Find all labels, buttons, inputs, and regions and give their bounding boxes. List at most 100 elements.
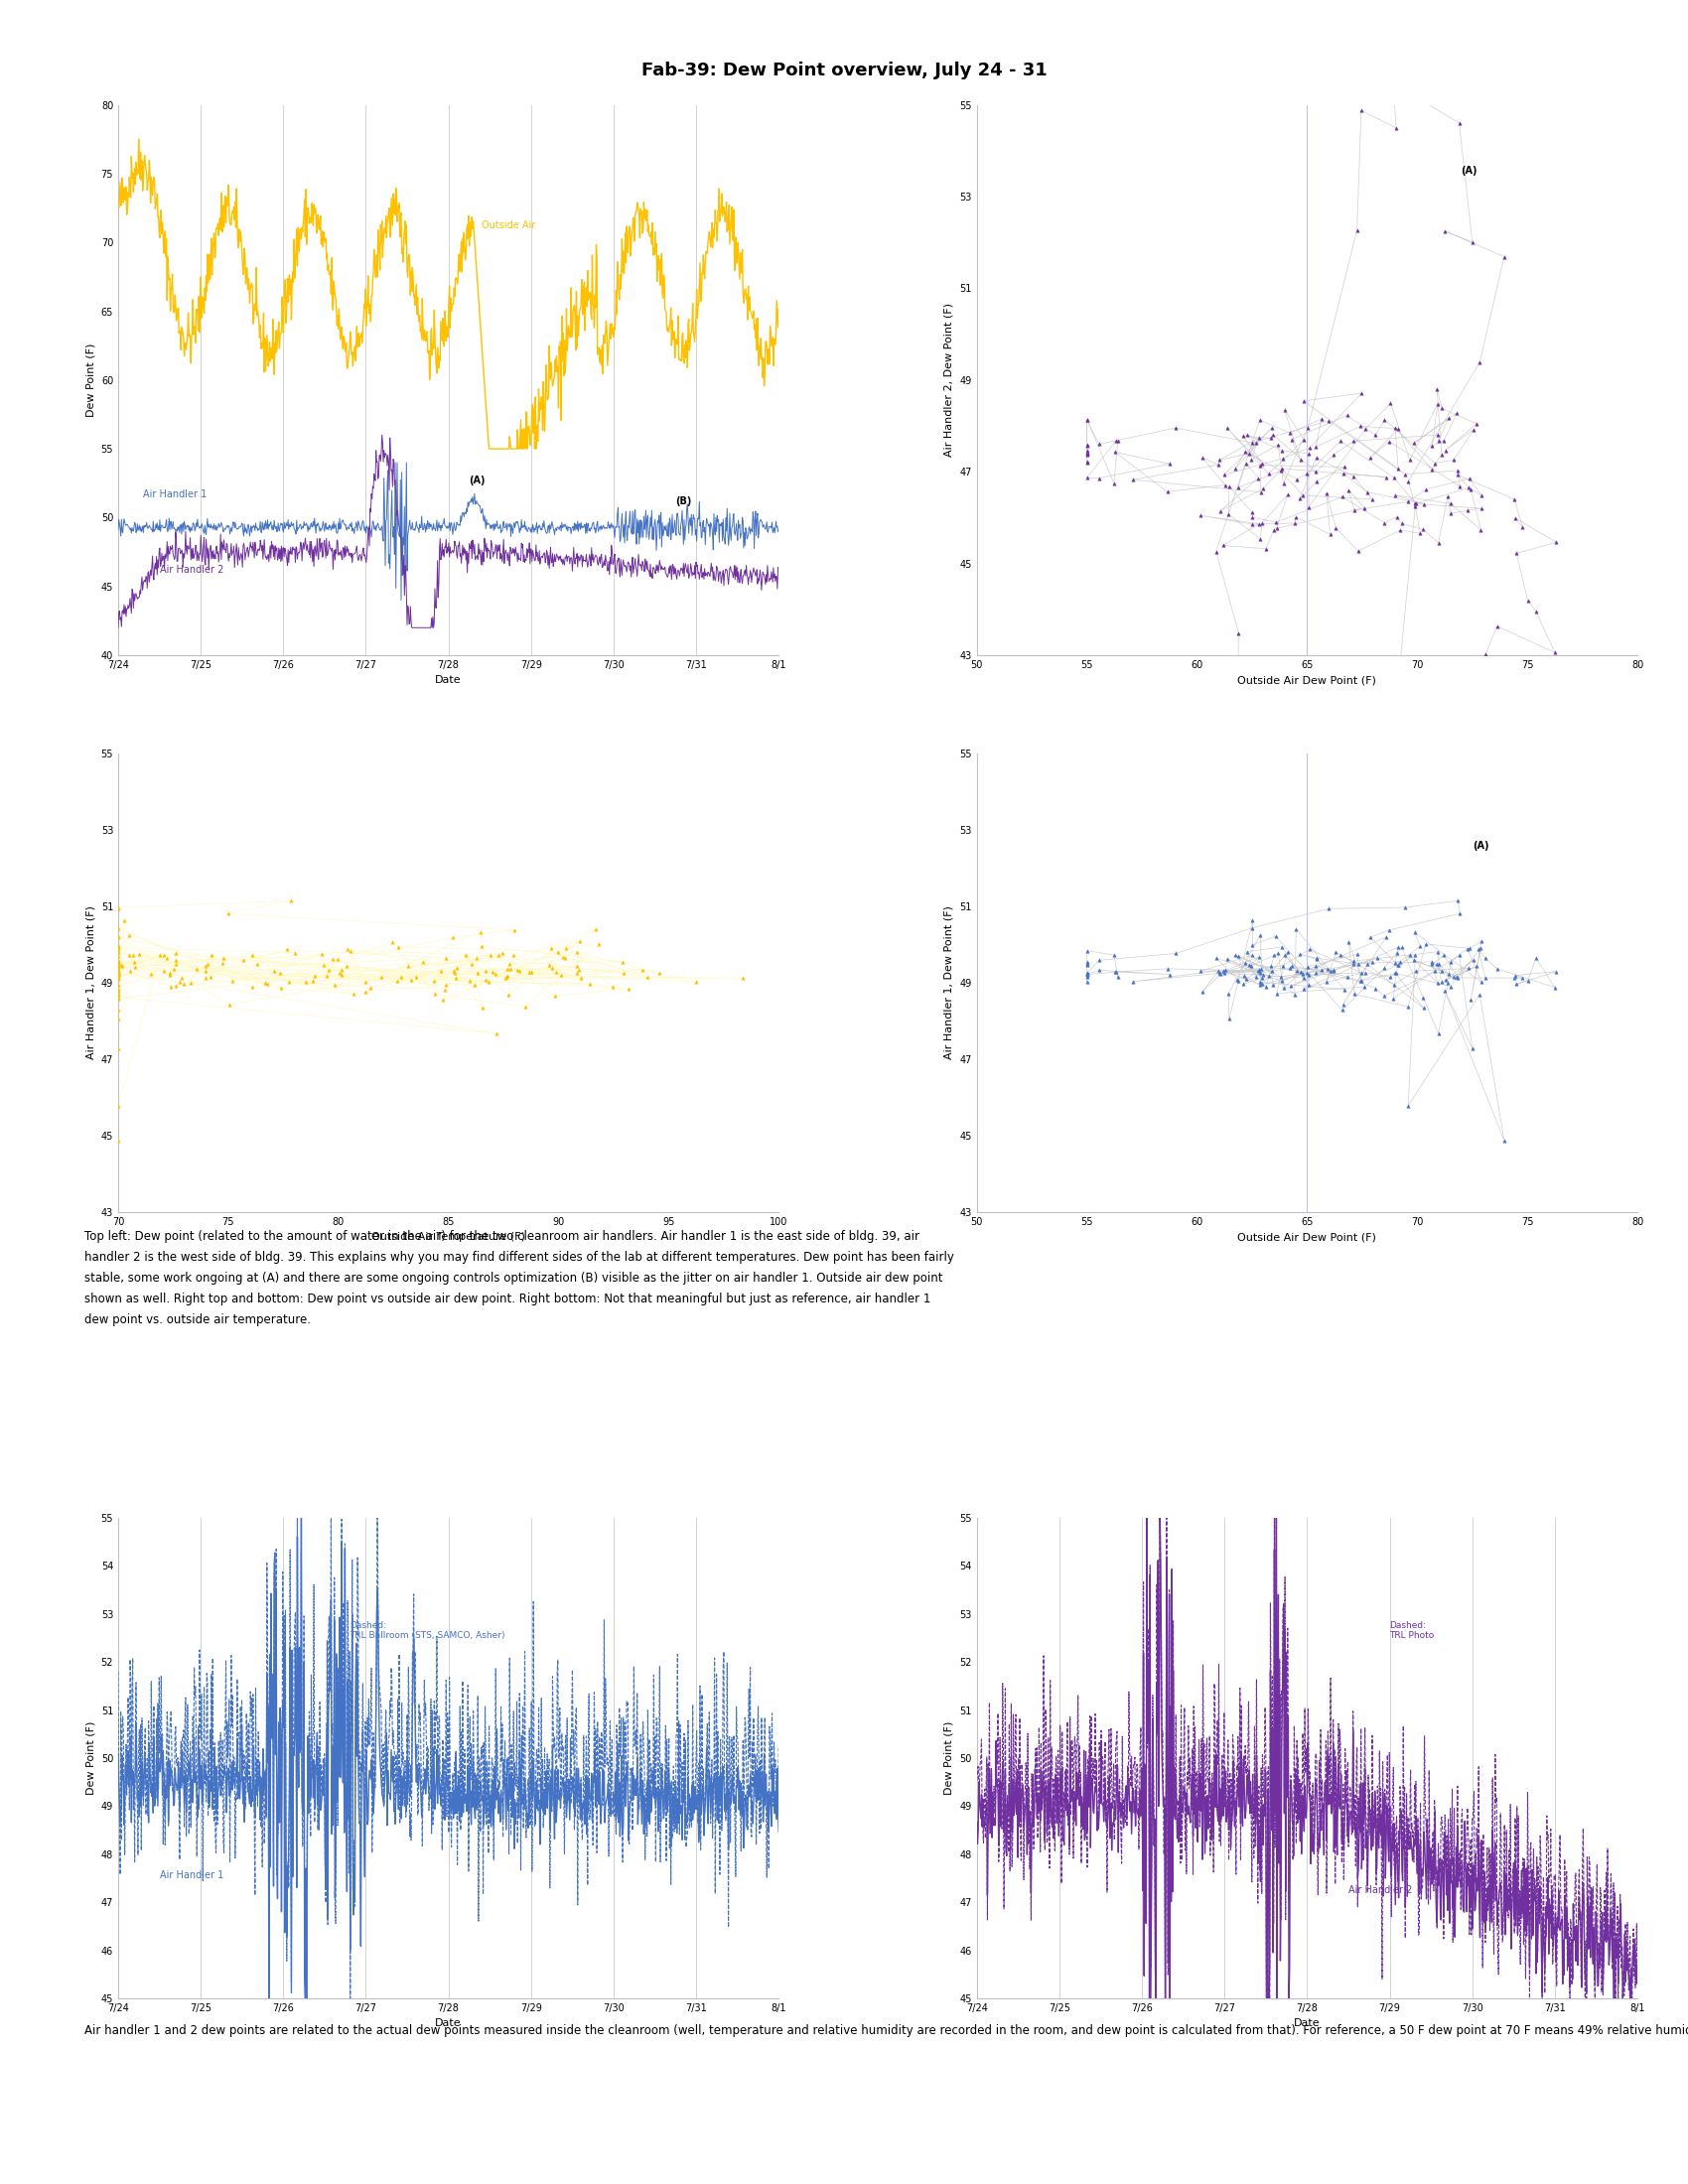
Point (1296, 933, 1323, 968)
Point (1344, 212, 1371, 247)
Point (1340, 976, 1367, 1011)
Point (1214, 411, 1241, 446)
Point (155, 957, 182, 992)
Point (1074, 402, 1101, 437)
Point (162, 946, 189, 981)
Point (1237, 948, 1264, 983)
Point (1234, 417, 1261, 452)
Point (1401, 937, 1428, 972)
Point (628, 952, 655, 987)
Point (1317, 954, 1344, 989)
Point (1541, 636, 1568, 670)
Point (1261, 937, 1288, 972)
Point (427, 954, 454, 989)
Point (1425, 946, 1452, 981)
Point (1469, 965, 1496, 1000)
Point (1332, 972, 1359, 1007)
Point (599, 970, 626, 1005)
Point (1268, 963, 1295, 998)
Point (1320, 684, 1347, 719)
Point (105, 939, 132, 974)
Point (311, 948, 338, 983)
Point (1418, 452, 1445, 487)
Point (105, 972, 132, 1007)
Point (495, 952, 522, 987)
Point (481, 957, 508, 992)
Point (469, 992, 496, 1026)
Point (1247, 474, 1274, 509)
Point (162, 970, 189, 1005)
Point (1421, 954, 1448, 989)
Point (729, 961, 756, 996)
Point (1249, 507, 1276, 542)
Point (1225, 939, 1252, 974)
Point (1303, 441, 1330, 476)
Point (1455, 461, 1482, 496)
Point (459, 946, 486, 981)
Point (1278, 970, 1305, 1005)
Text: Fab-39: Dew Point overview, July 24 - 31: Fab-39: Dew Point overview, July 24 - 31 (641, 61, 1047, 79)
Point (125, 937, 152, 972)
Point (1388, 930, 1415, 965)
Point (105, 948, 132, 983)
Point (1354, 946, 1381, 981)
Y-axis label: Air Handler 1, Dew Point (F): Air Handler 1, Dew Point (F) (944, 906, 954, 1059)
Point (299, 963, 326, 998)
Point (1295, 957, 1322, 992)
Point (137, 957, 164, 992)
Point (1308, 952, 1335, 987)
Point (567, 924, 594, 959)
Point (1258, 948, 1285, 983)
Point (1239, 426, 1266, 461)
Point (1467, 513, 1494, 548)
Point (116, 954, 143, 989)
Point (1246, 968, 1273, 1002)
Text: (A): (A) (1462, 166, 1477, 175)
Point (1207, 494, 1234, 529)
Point (1224, 961, 1251, 996)
Point (1502, 968, 1529, 1002)
Point (1425, 424, 1452, 459)
Point (1317, 518, 1344, 553)
Point (565, 952, 592, 987)
Text: Air Handler 1: Air Handler 1 (159, 1870, 223, 1880)
Point (182, 952, 209, 987)
Point (1239, 937, 1266, 972)
Point (1246, 448, 1273, 483)
Point (105, 954, 132, 989)
Point (105, 954, 132, 989)
Point (1543, 524, 1570, 559)
Point (1258, 422, 1285, 456)
Point (1435, 478, 1462, 513)
Point (1345, 946, 1372, 981)
Point (105, 919, 132, 954)
Point (192, 961, 219, 996)
Point (1246, 507, 1273, 542)
Point (108, 948, 135, 983)
Point (1074, 461, 1101, 496)
Point (1423, 946, 1450, 981)
Point (1209, 954, 1236, 989)
Point (1271, 393, 1298, 428)
Point (1232, 946, 1259, 981)
Point (1382, 957, 1409, 992)
Point (1501, 961, 1528, 996)
Point (329, 957, 356, 992)
Point (111, 902, 138, 937)
Point (1215, 498, 1242, 533)
Point (609, 943, 636, 978)
Point (441, 954, 468, 989)
Point (1431, 963, 1458, 998)
Point (1428, 391, 1455, 426)
Point (1281, 976, 1308, 1011)
Point (160, 950, 187, 985)
Point (1413, 472, 1440, 507)
Point (105, 1031, 132, 1066)
Point (1286, 443, 1313, 478)
Point (1350, 970, 1377, 1005)
Point (468, 915, 495, 950)
Point (495, 959, 522, 994)
Point (1224, 684, 1251, 719)
Point (1472, 941, 1499, 976)
Point (410, 946, 437, 981)
